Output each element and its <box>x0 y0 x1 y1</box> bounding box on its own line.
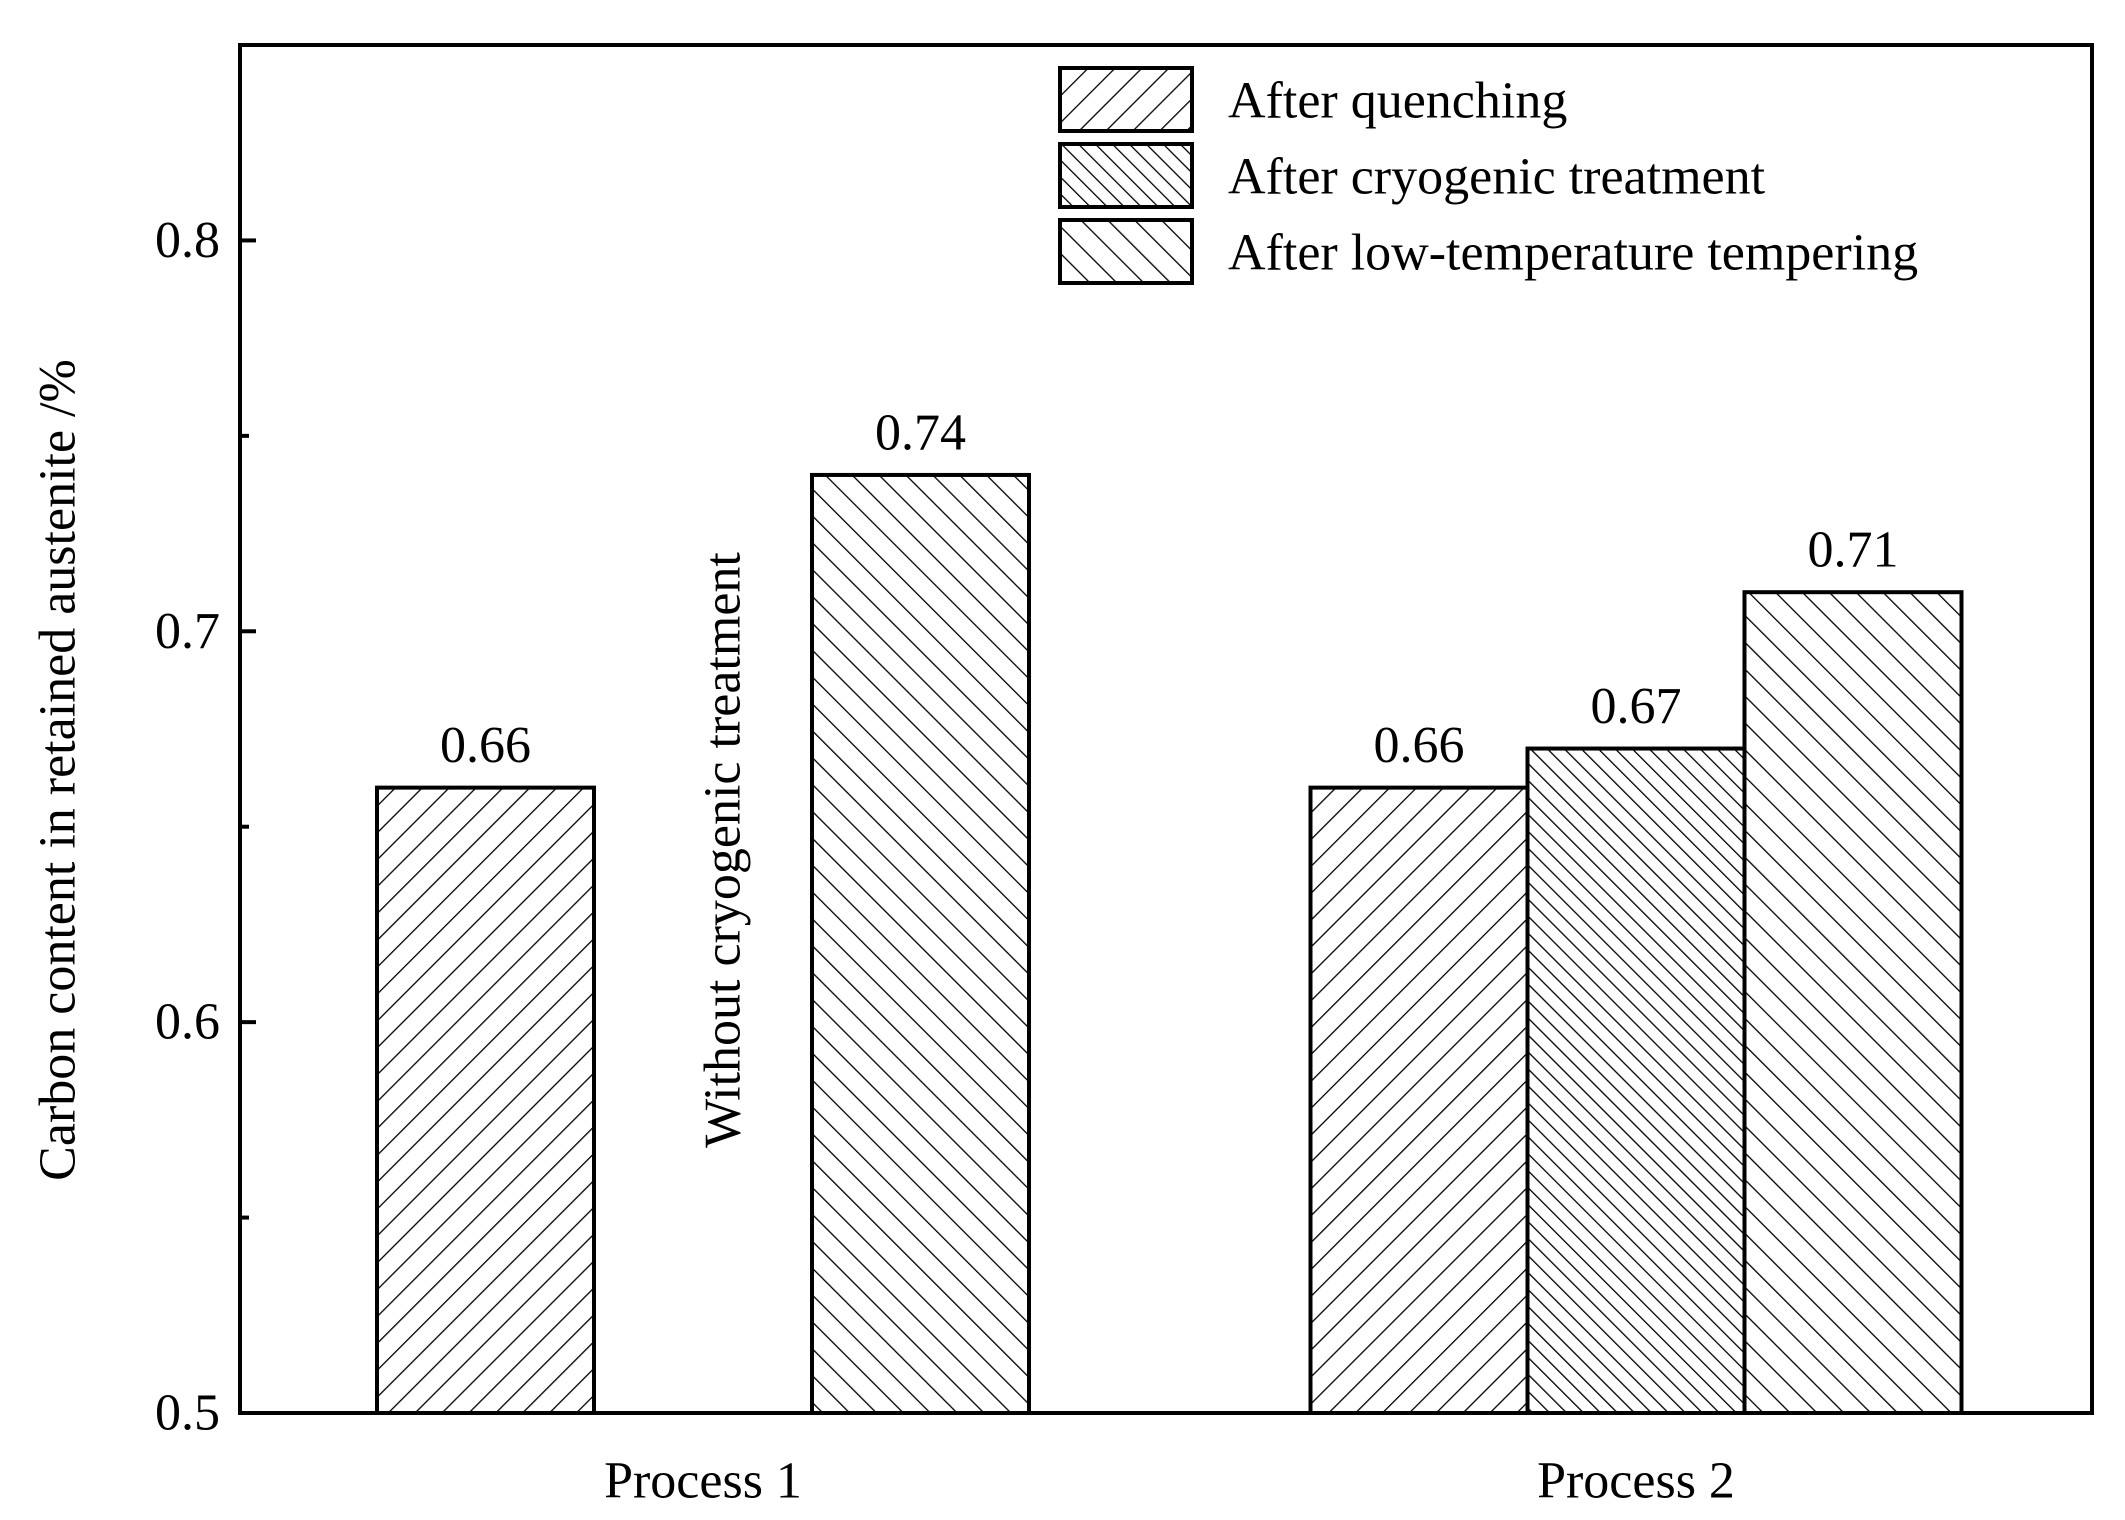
legend: After quenching After cryogenic treatmen… <box>1058 66 1918 285</box>
bar-after-low-temperature-tempering-process-1 <box>810 472 1031 1415</box>
x-tick-label: Process 2 <box>1537 1453 1735 1510</box>
legend-item-after-quenching: After quenching <box>1058 66 1567 133</box>
legend-swatch-after-cryogenic-treatment <box>1058 142 1194 209</box>
legend-swatch-after-quenching <box>1058 66 1194 133</box>
data-label: 0.66 <box>1374 717 1465 774</box>
bar-after-quenching-process-2 <box>1308 785 1530 1415</box>
y-tick-label: 0.7 <box>155 603 220 660</box>
bar-after-quenching-process-1 <box>375 785 596 1415</box>
bar-series-group <box>375 472 1964 1415</box>
y-tick-label: 0.6 <box>155 994 220 1051</box>
x-axis: Process 1 Process 2 <box>604 1453 1735 1510</box>
annotation-without-cryogenic-treatment: Without cryogenic treatment <box>695 552 752 1148</box>
y-tick-label: 0.5 <box>155 1385 220 1442</box>
data-label-group: 0.66 0.74 0.66 0.67 0.71 <box>440 404 1899 774</box>
x-tick-label: Process 1 <box>604 1453 802 1510</box>
data-label: 0.74 <box>875 404 966 461</box>
legend-item-after-cryogenic-treatment: After cryogenic treatment <box>1058 142 1766 209</box>
data-label: 0.71 <box>1808 522 1899 579</box>
data-label: 0.66 <box>440 717 531 774</box>
bar-after-low-temperature-tempering-process-2 <box>1742 590 1964 1415</box>
data-label: 0.67 <box>1591 678 1682 735</box>
legend-label-after-low-temperature-tempering: After low-temperature tempering <box>1228 225 1918 282</box>
y-axis: 0.5 0.6 0.7 0.8 <box>155 212 256 1442</box>
y-axis-title: Carbon content in retained austenite /% <box>30 359 87 1181</box>
legend-label-after-cryogenic-treatment: After cryogenic treatment <box>1228 149 1766 206</box>
bar-after-cryogenic-treatment-process-2 <box>1525 746 1747 1415</box>
legend-item-after-low-temperature-tempering: After low-temperature tempering <box>1058 218 1918 285</box>
legend-swatch-after-low-temperature-tempering <box>1058 218 1194 285</box>
legend-label-after-quenching: After quenching <box>1228 73 1567 130</box>
plot-area-frame <box>238 43 2094 1415</box>
y-tick-label: 0.8 <box>155 212 220 269</box>
